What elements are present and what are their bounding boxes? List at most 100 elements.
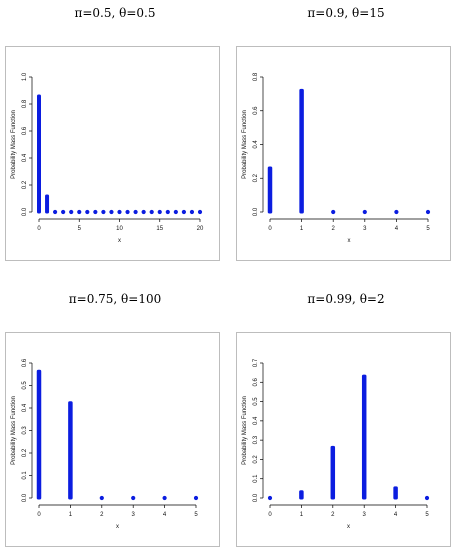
x-axis-label: x (118, 238, 121, 244)
bar-point (197, 209, 203, 215)
y-tick-label: 0.3 (253, 435, 259, 444)
y-tick-label: 0.8 (22, 99, 28, 108)
chart-svg-1: 0.0 0.2 0.4 0.6 0.8 1.0 0 5 10 15 20 x Probability M… (11, 72, 204, 244)
x-tick-label: 20 (197, 226, 204, 232)
bar (45, 194, 50, 214)
chart-title-3: π=0.75, θ=100 (68, 292, 162, 306)
y-axis-label: Probability Mass Function (242, 110, 248, 179)
bar (393, 486, 398, 500)
y-tick-label: 1.0 (22, 72, 28, 81)
bar-point (93, 209, 98, 215)
bar-point (189, 209, 195, 215)
x-tick-label: 0 (268, 226, 272, 232)
x-tick-label: 3 (363, 512, 367, 518)
y-tick-label: 0.6 (253, 106, 259, 115)
x-tick-label: 5 (425, 512, 429, 518)
y-tick-label: 0.4 (22, 153, 28, 162)
x-tick-label: 5 (194, 512, 198, 518)
x-tick-label: 5 (426, 226, 430, 232)
y-tick-label: 0.2 (22, 180, 28, 189)
chart-title-2: π=0.9, θ=15 (307, 6, 385, 20)
bar (36, 369, 42, 500)
bar (267, 166, 273, 214)
y-tick-label: 0.8 (253, 72, 259, 81)
chart-panel-1: 0.0 0.2 0.4 0.6 0.8 1.0 0 5 10 15 20 x Probability M… (5, 46, 220, 261)
y-tick-label: 0.0 (253, 493, 259, 502)
bar-point (394, 209, 399, 215)
chart-svg-2: 0.0 0.2 0.4 0.6 0.8 0 1 2 3 4 5 x Probability Mass F… (242, 72, 431, 244)
bar-point (99, 495, 104, 501)
bar-point (162, 495, 167, 501)
x-tick-label: 0 (268, 512, 272, 518)
bar (361, 374, 367, 500)
y-tick-label: 0.6 (22, 126, 28, 135)
bar-point (362, 209, 367, 215)
x-axis-label: x (348, 238, 351, 244)
bar-point (181, 209, 186, 215)
x-tick-label: 0 (37, 226, 41, 232)
y-tick-label: 0.5 (22, 381, 28, 390)
chart-panel-3: 0.0 0.1 0.2 0.3 0.4 0.5 0.6 0 1 2 3 4 5 x Probability … (5, 332, 220, 547)
y-tick-label: 0.6 (22, 358, 28, 367)
y-tick-label: 0.6 (253, 377, 259, 386)
bar (330, 445, 336, 500)
y-axis-label: Probability Mass Function (11, 396, 17, 465)
chart-title-4: π=0.99, θ=2 (307, 292, 385, 306)
x-tick-label: 2 (100, 512, 104, 518)
x-tick-label: 4 (395, 226, 399, 232)
bar-point (267, 495, 273, 501)
chart-title-1: π=0.5, θ=0.5 (74, 6, 156, 20)
chart-panel-4: 0.0 0.1 0.2 0.3 0.4 0.5 0.6 0.7 0 1 2 3 4 5 x Probabili… (236, 332, 451, 547)
y-tick-label: 0.4 (253, 140, 259, 149)
bar (37, 94, 41, 214)
chart-svg-3: 0.0 0.1 0.2 0.3 0.4 0.5 0.6 0 1 2 3 4 5 x Probability … (11, 358, 199, 530)
bar-point (141, 209, 146, 215)
bar-point (165, 209, 170, 215)
bar (299, 490, 304, 500)
x-tick-label: 1 (300, 226, 304, 232)
bar-point (157, 209, 162, 215)
y-axis-label: Probability Mass Function (242, 396, 248, 465)
chart-svg-4: 0.0 0.1 0.2 0.3 0.4 0.5 0.6 0.7 0 1 2 3 4 5 x Probabili… (242, 358, 430, 530)
bar-point (173, 209, 178, 215)
y-tick-label: 0.4 (253, 416, 259, 425)
y-tick-label: 0.1 (22, 471, 28, 480)
x-tick-label: 3 (363, 226, 367, 232)
x-tick-label: 4 (394, 512, 398, 518)
x-tick-label: 1 (300, 512, 304, 518)
bar-point (53, 209, 58, 215)
x-tick-label: 5 (78, 226, 82, 232)
y-tick-label: 0.2 (253, 173, 259, 182)
bar-point (109, 209, 114, 215)
bar-point (61, 209, 66, 215)
bar-point (149, 209, 154, 215)
x-tick-label: 10 (116, 226, 123, 232)
y-tick-label: 0.2 (253, 455, 259, 464)
x-tick-label: 2 (332, 226, 336, 232)
y-tick-label: 0.7 (253, 358, 259, 367)
y-tick-label: 0.0 (253, 207, 259, 216)
y-tick-label: 0.3 (22, 426, 28, 435)
bar-point (125, 209, 130, 215)
y-tick-label: 0.4 (22, 403, 28, 412)
x-tick-label: 1 (69, 512, 73, 518)
x-tick-label: 4 (163, 512, 167, 518)
bar-point (131, 495, 136, 501)
y-tick-label: 0.0 (22, 493, 28, 502)
chart-panel-2: 0.0 0.2 0.4 0.6 0.8 0 1 2 3 4 5 x Probability Mass F… (236, 46, 451, 261)
bar-point (424, 495, 430, 501)
y-tick-label: 0.5 (253, 397, 259, 406)
bar (68, 401, 73, 500)
x-axis-label: x (347, 524, 350, 530)
x-tick-label: 15 (156, 226, 163, 232)
bar-point (193, 495, 199, 501)
x-tick-label: 3 (132, 512, 136, 518)
x-axis-label: x (116, 524, 119, 530)
bar-point (425, 209, 431, 215)
bar-point (331, 209, 336, 215)
y-tick-label: 0.1 (253, 474, 259, 483)
bar-point (133, 209, 138, 215)
bar-point (117, 209, 122, 215)
x-tick-label: 2 (331, 512, 335, 518)
y-tick-label: 0.0 (22, 207, 28, 216)
